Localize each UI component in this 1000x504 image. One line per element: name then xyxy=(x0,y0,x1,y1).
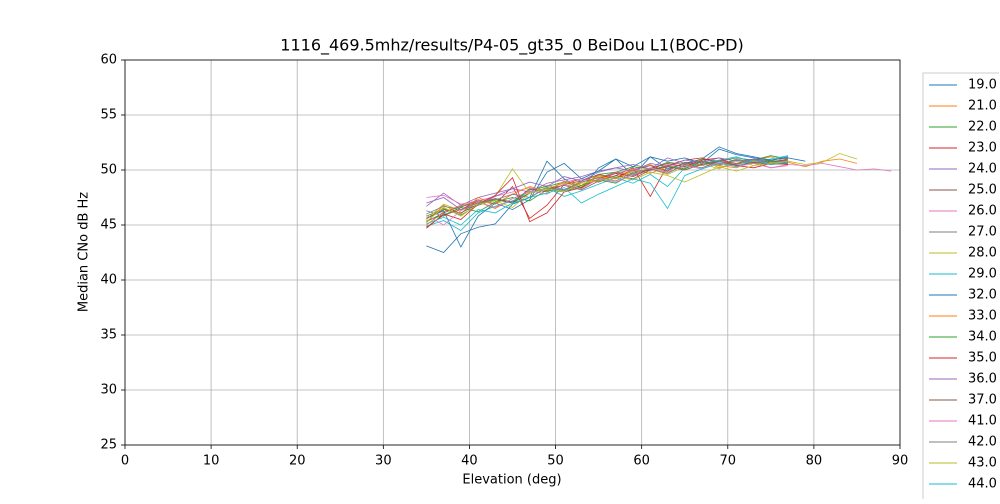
legend-label: 41.0 xyxy=(968,414,997,429)
x-tick-label: 80 xyxy=(806,454,823,469)
legend-label: 24.0 xyxy=(968,162,997,177)
chart-title: 1116_469.5mhz/results/P4-05_gt35_0 BeiDo… xyxy=(280,36,743,56)
y-tick-label: 25 xyxy=(100,438,117,453)
legend-label: 34.0 xyxy=(968,330,997,345)
series-line xyxy=(426,159,789,221)
x-tick-label: 60 xyxy=(633,454,650,469)
x-axis-label: Elevation (deg) xyxy=(462,473,561,488)
series-line xyxy=(426,159,789,215)
series-line xyxy=(426,155,789,232)
legend-label: 42.0 xyxy=(968,435,997,450)
series-line xyxy=(426,159,892,205)
y-tick-label: 30 xyxy=(100,383,117,398)
plot-frame xyxy=(124,59,901,446)
series-line xyxy=(426,159,789,217)
y-tick-label: 45 xyxy=(100,218,117,233)
legend-label: 35.0 xyxy=(968,351,997,366)
legend-label: 37.0 xyxy=(968,393,997,408)
legend-label: 29.0 xyxy=(968,267,997,282)
y-tick-label: 40 xyxy=(100,273,117,288)
series-line xyxy=(426,148,789,248)
y-tick-label: 35 xyxy=(100,328,117,343)
series-line xyxy=(426,157,789,228)
legend-label: 21.0 xyxy=(968,99,997,114)
legend-label: 27.0 xyxy=(968,225,997,240)
legend-label: 22.0 xyxy=(968,120,997,135)
x-tick-label: 40 xyxy=(461,454,478,469)
y-tick-label: 60 xyxy=(100,53,117,68)
x-tick-label: 50 xyxy=(547,454,564,469)
legend-label: 25.0 xyxy=(968,183,997,198)
series-line xyxy=(426,159,789,226)
x-tick-label: 70 xyxy=(720,454,737,469)
y-tick-label: 55 xyxy=(100,108,117,123)
legend-box xyxy=(922,72,999,499)
x-tick-label: 20 xyxy=(289,454,306,469)
legend-label: 23.0 xyxy=(968,141,997,156)
y-axis-label: Median CNo dB Hz xyxy=(77,192,92,312)
legend-label: 44.0 xyxy=(968,477,997,492)
legend-label: 28.0 xyxy=(968,246,997,261)
x-tick-label: 0 xyxy=(121,454,129,469)
series-line xyxy=(426,161,789,226)
series-line xyxy=(426,153,858,223)
x-tick-label: 10 xyxy=(203,454,220,469)
legend-label: 36.0 xyxy=(968,372,997,387)
series-line xyxy=(426,157,789,229)
y-tick-label: 50 xyxy=(100,163,117,178)
legend-label: 43.0 xyxy=(968,456,997,471)
x-tick-label: 30 xyxy=(375,454,392,469)
legend-label: 19.0 xyxy=(968,78,997,93)
legend-label: 33.0 xyxy=(968,309,997,324)
legend-label: 26.0 xyxy=(968,204,997,219)
legend-label: 32.0 xyxy=(968,288,997,303)
series-line xyxy=(426,157,789,211)
x-tick-label: 90 xyxy=(892,454,909,469)
